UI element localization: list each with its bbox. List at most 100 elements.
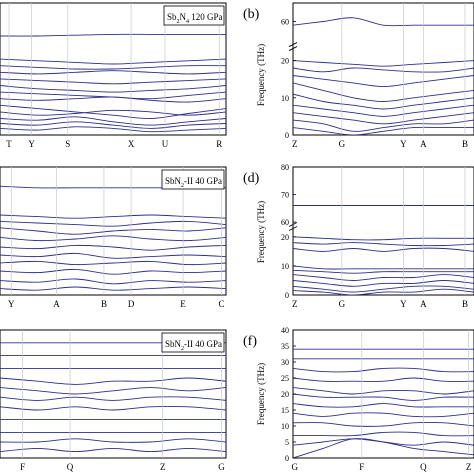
panel-f-x-tick-label: G — [292, 462, 299, 472]
panel-b-x-tick-label: G — [339, 139, 346, 149]
panel-c-branch-3 — [0, 227, 226, 235]
panel-e-branch-3 — [0, 377, 226, 385]
panel-e-frame — [0, 329, 227, 459]
panel-c-series — [0, 185, 226, 291]
panel-f-branch-9 — [293, 431, 474, 437]
panel-a-series — [0, 33, 226, 133]
panel-a-x-tick-label: R — [216, 139, 222, 149]
panel-a-annotation-text: Sb2N4 120 GPa — [167, 12, 223, 25]
panel-a-branch-8 — [0, 104, 226, 119]
panel-a-branch-4 — [0, 78, 226, 85]
panel-d-x-tick-label: A — [420, 299, 427, 309]
panel-b-y-tick-label: 20 — [281, 57, 289, 66]
panel-d-branch-6 — [293, 274, 474, 281]
panel-a-branch-11 — [0, 121, 226, 129]
panel-b-series — [293, 17, 474, 135]
panel-a-branch-12 — [0, 126, 226, 133]
panel-b-ylabel: Frequency (THz) — [256, 44, 266, 106]
panel-b-branch-0 — [293, 17, 474, 27]
panel-e-branch-10 — [0, 447, 226, 453]
panel-e: SbN2-II 40 GPa F Q Z G — [0, 329, 227, 472]
panel-b-branch-3 — [293, 75, 474, 88]
panel-b-y-tick-label: 0 — [285, 131, 289, 140]
panel-b-x-tick-label: B — [462, 139, 468, 149]
panel-b-branch-8 — [293, 119, 474, 132]
panel-c-x-tick-label: E — [180, 299, 186, 309]
panel-a-branch-3 — [0, 70, 226, 75]
panel-b-y-tick-label: 60 — [281, 17, 289, 26]
panel-f-branch-2 — [293, 367, 474, 373]
panel-f-branch-4 — [293, 387, 474, 395]
panel-e-annotation-text: SbN2-II 40 GPa — [165, 339, 222, 352]
panel-c: SbN2-II 40 GPa Y A B D E C — [0, 166, 227, 309]
panel-f-y-tick-label: 0 — [285, 454, 289, 463]
panel-f-y-tick-label: 10 — [281, 422, 289, 431]
panel-c-annotation: SbN2-II 40 GPa — [161, 169, 225, 190]
panel-f-x-tick-label: Z — [466, 462, 472, 472]
panel-a-frame — [0, 2, 227, 136]
panel-d-branch-7 — [293, 280, 474, 287]
panel-d-x-tick-label: B — [462, 299, 468, 309]
panel-a-branch-5 — [0, 85, 226, 93]
panel-a-branch-7 — [0, 96, 226, 103]
panel-d-frame — [292, 166, 474, 296]
panel-a: Sb2N4 120 GPa T Y S X U R — [0, 2, 227, 149]
panel-a-x-tick-label: U — [162, 139, 169, 149]
panel-c-branch-4 — [0, 235, 226, 242]
panel-d-branch-8 — [293, 285, 474, 293]
panel-a-x-tick-label: S — [65, 139, 70, 149]
panel-a-x-tick-label: T — [6, 139, 12, 149]
panel-f-branch-6 — [293, 403, 474, 408]
panel-f-ylabel: Frequency (THz) — [256, 363, 266, 425]
panel-d-x-tick-label: G — [339, 299, 346, 309]
panel-f-y-tick-label: 15 — [281, 406, 289, 415]
panel-f-y-tick-label: 30 — [281, 358, 289, 367]
panel-b: (b) Frequency (THz) 0 10 20 60 Z G Y A B — [243, 2, 474, 149]
panel-c-x-tick-label: Y — [8, 299, 15, 309]
panel-d-branch-3 — [293, 247, 474, 252]
panel-d-ylabel: Frequency (THz) — [256, 201, 266, 263]
panel-f-branch-7 — [293, 412, 474, 418]
panel-e-annotation-box — [161, 332, 225, 353]
panel-d-branch-1 — [293, 236, 474, 241]
panel-d-y-tick-label: 80 — [281, 163, 289, 172]
panel-f-y-tick-label: 5 — [285, 438, 289, 447]
panel-b-branch-9 — [293, 126, 474, 135]
panel-a-branch-6 — [0, 91, 226, 100]
panel-a-branch-1 — [0, 58, 226, 65]
panel-f-y-tick-label: 35 — [281, 342, 289, 351]
panel-a-branch-10 — [0, 116, 226, 126]
panel-b-axis-break — [288, 42, 298, 51]
panel-a-x-tick-label: X — [128, 139, 135, 149]
panel-f-symmetry-lines — [361, 330, 469, 458]
panel-d: (d) Frequency (THz) 0 10 20 60 70 80 Z G Y A B — [243, 163, 474, 309]
panel-e-annotation: SbN2-II 40 GPa — [161, 332, 225, 353]
panel-b-branch-6 — [293, 104, 474, 117]
panel-c-branch-10 — [0, 286, 226, 291]
panel-f-x-tick-label: Q — [420, 462, 427, 472]
panel-c-branch-6 — [0, 252, 226, 259]
panel-b-y-ticks: 0 10 20 60 — [281, 17, 296, 140]
panel-c-branch-8 — [0, 268, 226, 275]
panel-f-y-tick-label: 20 — [281, 390, 289, 399]
panel-b-letter: (b) — [243, 7, 260, 22]
panel-d-y-tick-label: 0 — [285, 291, 289, 300]
panel-b-branch-1 — [293, 60, 474, 67]
panel-e-series — [0, 342, 226, 453]
panel-b-y-tick-label: 10 — [281, 94, 289, 103]
panel-c-x-tick-label: C — [218, 299, 224, 309]
panel-f-letter: (f) — [243, 334, 257, 349]
panel-a-annotation-box — [163, 5, 225, 26]
panel-c-x-tick-label: A — [53, 299, 60, 309]
panel-d-y-tick-label: 70 — [281, 191, 289, 200]
panel-f-branch-8 — [293, 421, 474, 427]
panel-c-annotation-text: SbN2-II 40 GPa — [165, 176, 222, 189]
panel-f-branch-5 — [293, 393, 474, 401]
panel-d-letter: (d) — [243, 171, 260, 186]
panel-d-axis-break — [288, 222, 298, 231]
